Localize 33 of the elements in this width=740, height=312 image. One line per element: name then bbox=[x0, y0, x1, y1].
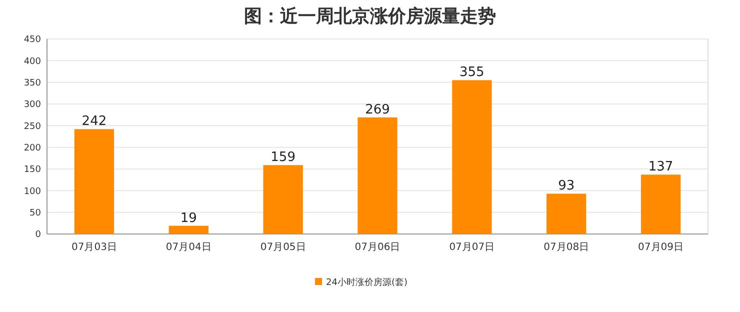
y-tick-label: 250 bbox=[24, 122, 42, 132]
legend-label: 24小时涨价房源(套) bbox=[326, 277, 408, 288]
y-tick-label: 400 bbox=[24, 56, 42, 67]
y-tick-label: 450 bbox=[24, 35, 42, 46]
x-tick-label: 07月09日 bbox=[638, 242, 684, 253]
data-label: 137 bbox=[648, 160, 674, 175]
bar bbox=[263, 165, 303, 234]
bar bbox=[452, 80, 492, 234]
bar bbox=[546, 194, 586, 234]
x-tick-label: 07月08日 bbox=[544, 242, 590, 253]
y-tick-label: 0 bbox=[35, 230, 42, 240]
data-label: 269 bbox=[365, 102, 390, 118]
data-label: 159 bbox=[270, 150, 296, 166]
y-tick-label: 200 bbox=[24, 143, 42, 154]
chart-title: 图：近一周北京涨价房源量走势 bbox=[244, 6, 496, 27]
y-tick-label: 150 bbox=[24, 165, 42, 176]
bar bbox=[74, 129, 114, 234]
y-tick-label: 350 bbox=[24, 78, 42, 88]
x-tick-label: 07月07日 bbox=[449, 242, 495, 253]
y-tick-label: 300 bbox=[24, 100, 42, 110]
y-tick-label: 50 bbox=[30, 208, 42, 218]
x-tick-label: 07月06日 bbox=[354, 242, 400, 253]
bar bbox=[168, 226, 208, 234]
y-tick-label: 100 bbox=[24, 186, 42, 197]
data-label: 355 bbox=[460, 65, 484, 80]
data-label: 19 bbox=[180, 210, 197, 226]
data-label: 93 bbox=[558, 178, 575, 194]
bar bbox=[640, 174, 681, 234]
x-tick-label: 07月03日 bbox=[71, 242, 117, 253]
bar bbox=[358, 117, 398, 234]
x-tick-label: 07月04日 bbox=[166, 242, 212, 253]
data-label: 242 bbox=[82, 114, 107, 130]
x-tick-label: 07月05日 bbox=[260, 242, 306, 253]
